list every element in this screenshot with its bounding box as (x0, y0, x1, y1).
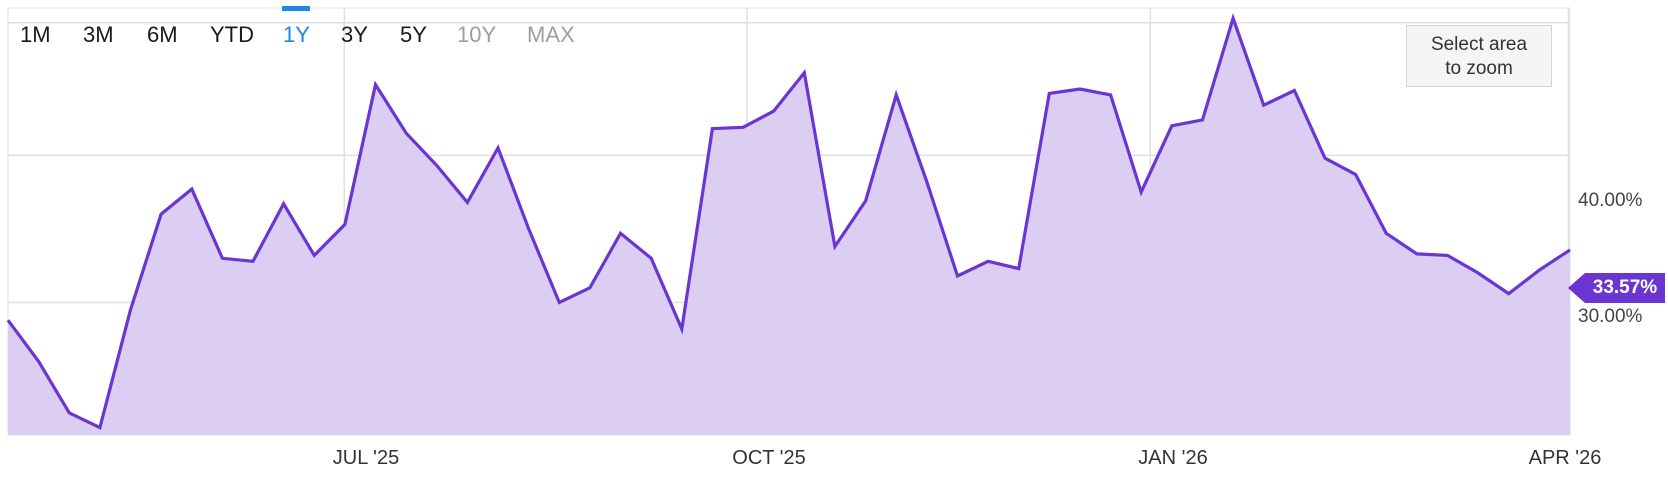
range-button-1m[interactable]: 1M (20, 22, 51, 47)
data-point (129, 308, 133, 312)
y-tick-label: 30.00% (1578, 306, 1643, 327)
range-button-10y: 10Y (457, 22, 497, 47)
data-point (1170, 124, 1174, 128)
data-point (1507, 292, 1511, 296)
zoom-button-line1: Select area (1430, 34, 1528, 55)
active-range-indicator (282, 6, 310, 11)
x-tick-label: OCT '25 (732, 447, 806, 469)
data-point (1262, 103, 1266, 107)
data-point (343, 222, 347, 226)
data-point (37, 359, 41, 363)
y-tick-label: 40.00% (1578, 190, 1643, 211)
data-point (710, 127, 714, 131)
data-point (1231, 16, 1235, 20)
data-point (282, 202, 286, 206)
select-area-zoom-button[interactable]: Select area to zoom (1406, 25, 1552, 87)
data-point (894, 93, 898, 97)
range-button-ytd[interactable]: YTD (210, 22, 254, 47)
data-point (864, 199, 868, 203)
range-button-max: MAX (527, 22, 575, 47)
data-point (312, 253, 316, 257)
data-point (1384, 231, 1388, 235)
data-point (159, 212, 163, 216)
data-point (190, 187, 194, 191)
data-point (1415, 252, 1419, 256)
data-point (220, 256, 224, 260)
area-layer (8, 18, 1570, 436)
data-point (1078, 87, 1082, 91)
x-tick-label: JUL '25 (332, 447, 400, 469)
data-point (1537, 268, 1541, 272)
data-point (1017, 267, 1021, 271)
data-point (6, 318, 10, 322)
data-point (404, 131, 408, 135)
line-layer (6, 13, 1572, 430)
data-point (435, 164, 439, 168)
data-point (1292, 88, 1296, 92)
data-point (465, 200, 469, 204)
data-point (1047, 91, 1051, 95)
data-point (649, 256, 653, 260)
data-point (955, 274, 959, 278)
data-point (251, 259, 255, 263)
data-point (802, 71, 806, 75)
range-button-5y[interactable]: 5Y (400, 22, 427, 47)
data-point (772, 109, 776, 113)
last-value-badge-arrow (1568, 273, 1585, 303)
range-button-6m[interactable]: 6M (147, 22, 178, 47)
data-point (1200, 118, 1204, 122)
data-point (1445, 253, 1449, 257)
data-point (1109, 93, 1113, 97)
data-point (98, 426, 102, 430)
data-point (741, 125, 745, 129)
series-line (6, 13, 1571, 430)
data-point (588, 286, 592, 290)
data-point (680, 327, 684, 331)
range-button-1y[interactable]: 1Y (283, 22, 310, 47)
data-point (67, 411, 71, 415)
data-point (1354, 172, 1358, 176)
data-point (619, 231, 623, 235)
data-point (496, 146, 500, 150)
data-point (1568, 248, 1572, 252)
range-button-3y[interactable]: 3Y (341, 22, 368, 47)
data-point (1323, 156, 1327, 160)
data-point (1139, 190, 1143, 194)
data-point (374, 83, 378, 87)
series-area (8, 18, 1570, 436)
data-point (527, 227, 531, 231)
x-tick-label: JAN '26 (1138, 447, 1208, 469)
last-value-badge: 33.57% (1585, 273, 1665, 303)
range-button-3m[interactable]: 3M (83, 22, 114, 47)
data-point (1476, 271, 1480, 275)
data-point (925, 180, 929, 184)
data-point (833, 245, 837, 249)
x-tick-label: APR '26 (1528, 447, 1602, 469)
zoom-button-line2: to zoom (1445, 58, 1513, 79)
data-point (986, 259, 990, 263)
data-point (557, 300, 561, 304)
